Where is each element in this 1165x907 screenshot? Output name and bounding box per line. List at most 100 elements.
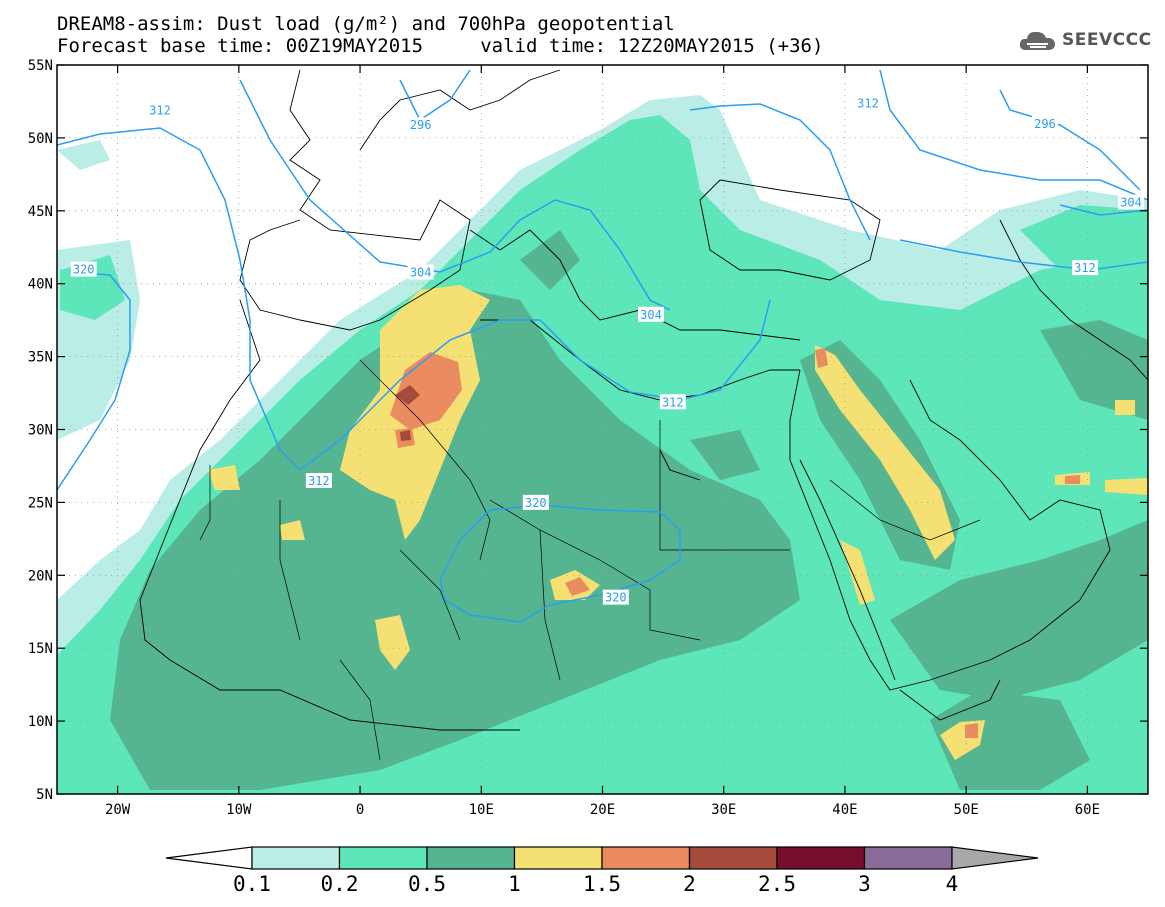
lon-tick-label: 40E — [832, 802, 857, 818]
contour-label: 320 — [522, 494, 549, 510]
colorbar-label: 2 — [683, 872, 696, 896]
contour-label: 312 — [147, 102, 174, 118]
lon-tick-label: 10W — [226, 802, 252, 818]
lat-tick-label: 5N — [36, 787, 53, 803]
lat-tick-label: 10N — [28, 714, 53, 730]
lon-tick-label: 50E — [954, 802, 979, 818]
colorbar-segment — [776, 846, 866, 870]
contour-320-west — [57, 271, 131, 491]
lat-tick-label: 25N — [28, 495, 53, 511]
contour-label: 312 — [854, 95, 881, 111]
contour-label: 312 — [305, 472, 332, 488]
contour-296-north — [399, 69, 471, 122]
lon-tick-label: 60E — [1075, 802, 1100, 818]
geopotential-contours — [57, 69, 1148, 623]
dust-band-1.5 — [390, 348, 1080, 738]
lon-tick-label: 20E — [590, 802, 615, 818]
contour-label-text: 312 — [1074, 261, 1096, 275]
colorbar-segment — [426, 846, 516, 870]
lat-tick-label: 30N — [28, 423, 53, 439]
longitude-axis: 20W 10W 0 10E 20E 30E 40E 50E 60E — [105, 65, 1100, 818]
country-borders — [199, 359, 981, 761]
lon-tick-label: 20W — [105, 802, 131, 818]
contour-304-east — [999, 89, 1141, 191]
colorbar-under-triangle — [165, 846, 253, 870]
latitude-axis: 55N 50N 45N 40N 35N 30N 25N 20N 15N 10N 5N — [28, 58, 1148, 803]
dust-field — [57, 65, 1148, 794]
contour-label-bg — [637, 306, 664, 322]
contour-label-text: 304 — [1120, 196, 1142, 210]
contour-label-text: 296 — [1034, 117, 1056, 131]
contour-312-central — [249, 299, 771, 471]
colorbar-segment — [251, 846, 341, 870]
lon-tick-label: 10E — [469, 802, 494, 818]
contour-label: 304 — [637, 306, 664, 322]
contour-label-bg — [147, 102, 174, 118]
colorbar-label: 4 — [946, 872, 959, 896]
contour-label-bg — [407, 117, 434, 133]
contour-label-bg — [305, 472, 332, 488]
contour-label-bg — [1031, 115, 1058, 131]
contour-label-text: 320 — [73, 263, 95, 277]
contour-label: 304 — [1118, 194, 1145, 210]
colorbar-label: 0.1 — [233, 872, 271, 896]
contour-296-east — [879, 69, 1148, 201]
lat-tick-label: 55N — [28, 58, 53, 74]
contour-label-text: 296 — [410, 118, 432, 132]
contour-label-text: 312 — [149, 104, 171, 118]
lat-tick-label: 45N — [28, 204, 53, 220]
contour-label-bg — [522, 494, 549, 510]
colorbar-segment — [863, 846, 953, 870]
lon-tick-label: 0 — [356, 802, 364, 818]
contour-304-east-b — [1059, 204, 1148, 216]
seevccc-logo: SEEVCCC — [1018, 28, 1152, 52]
logo-text: SEEVCCC — [1062, 30, 1152, 50]
contour-labels: 312 320 304 312 320 320 312 304 296 312 296 304 312 — [70, 95, 1145, 605]
colorbar-segment — [688, 846, 778, 870]
contour-label-text: 320 — [605, 591, 627, 605]
contour-312-north — [689, 103, 871, 241]
contour-label-text: 304 — [640, 308, 662, 322]
contour-304 — [239, 79, 671, 311]
contour-label-text: 312 — [308, 474, 330, 488]
contour-label-text: 312 — [857, 96, 879, 110]
contour-label-bg — [854, 95, 881, 111]
colorbar-legend: 0.1 0.2 0.5 1 1.5 2 2.5 3 4 — [165, 846, 1039, 896]
contour-label: 312 — [659, 394, 686, 410]
lat-tick-label: 20N — [28, 568, 53, 584]
contour-312-east — [899, 239, 1148, 271]
forecast-time-subtitle: Forecast base time: 00Z19MAY2015 valid t… — [57, 35, 824, 57]
contour-312-west — [57, 127, 251, 380]
dust-band-2 — [395, 385, 420, 441]
contour-label: 320 — [602, 589, 629, 605]
colorbar-label: 3 — [858, 872, 871, 896]
map-title: DREAM8-assim: Dust load (g/m²) and 700hP… — [57, 13, 675, 35]
contour-label: 320 — [70, 261, 97, 277]
contour-320-central — [439, 504, 681, 623]
contour-label: 304 — [407, 264, 434, 280]
contour-label-bg — [1118, 194, 1145, 210]
lat-tick-label: 40N — [28, 277, 53, 293]
contour-label-text: 312 — [662, 395, 684, 409]
lat-tick-label: 50N — [28, 131, 53, 147]
contour-label-text: 320 — [525, 496, 547, 510]
colorbar-segment — [338, 846, 428, 870]
colorbar-over-triangle — [951, 846, 1039, 870]
colorbar-label: 1.5 — [583, 872, 621, 896]
colorbar-label: 2.5 — [758, 872, 796, 896]
lon-tick-label: 30E — [711, 802, 736, 818]
colorbar-label: 1 — [508, 872, 521, 896]
cloud-icon — [1019, 31, 1055, 50]
contour-label-bg — [407, 264, 434, 280]
colorbar-label: 0.2 — [321, 872, 359, 896]
contour-label: 312 — [1071, 260, 1098, 276]
lat-tick-label: 35N — [28, 350, 53, 366]
colorbar-segment — [601, 846, 691, 870]
contour-label-bg — [70, 261, 97, 277]
contour-label-bg — [659, 394, 686, 410]
contour-label-bg — [602, 589, 629, 605]
lat-tick-label: 15N — [28, 641, 53, 657]
contour-label: 296 — [1031, 115, 1058, 131]
colorbar-label: 0.5 — [408, 872, 446, 896]
